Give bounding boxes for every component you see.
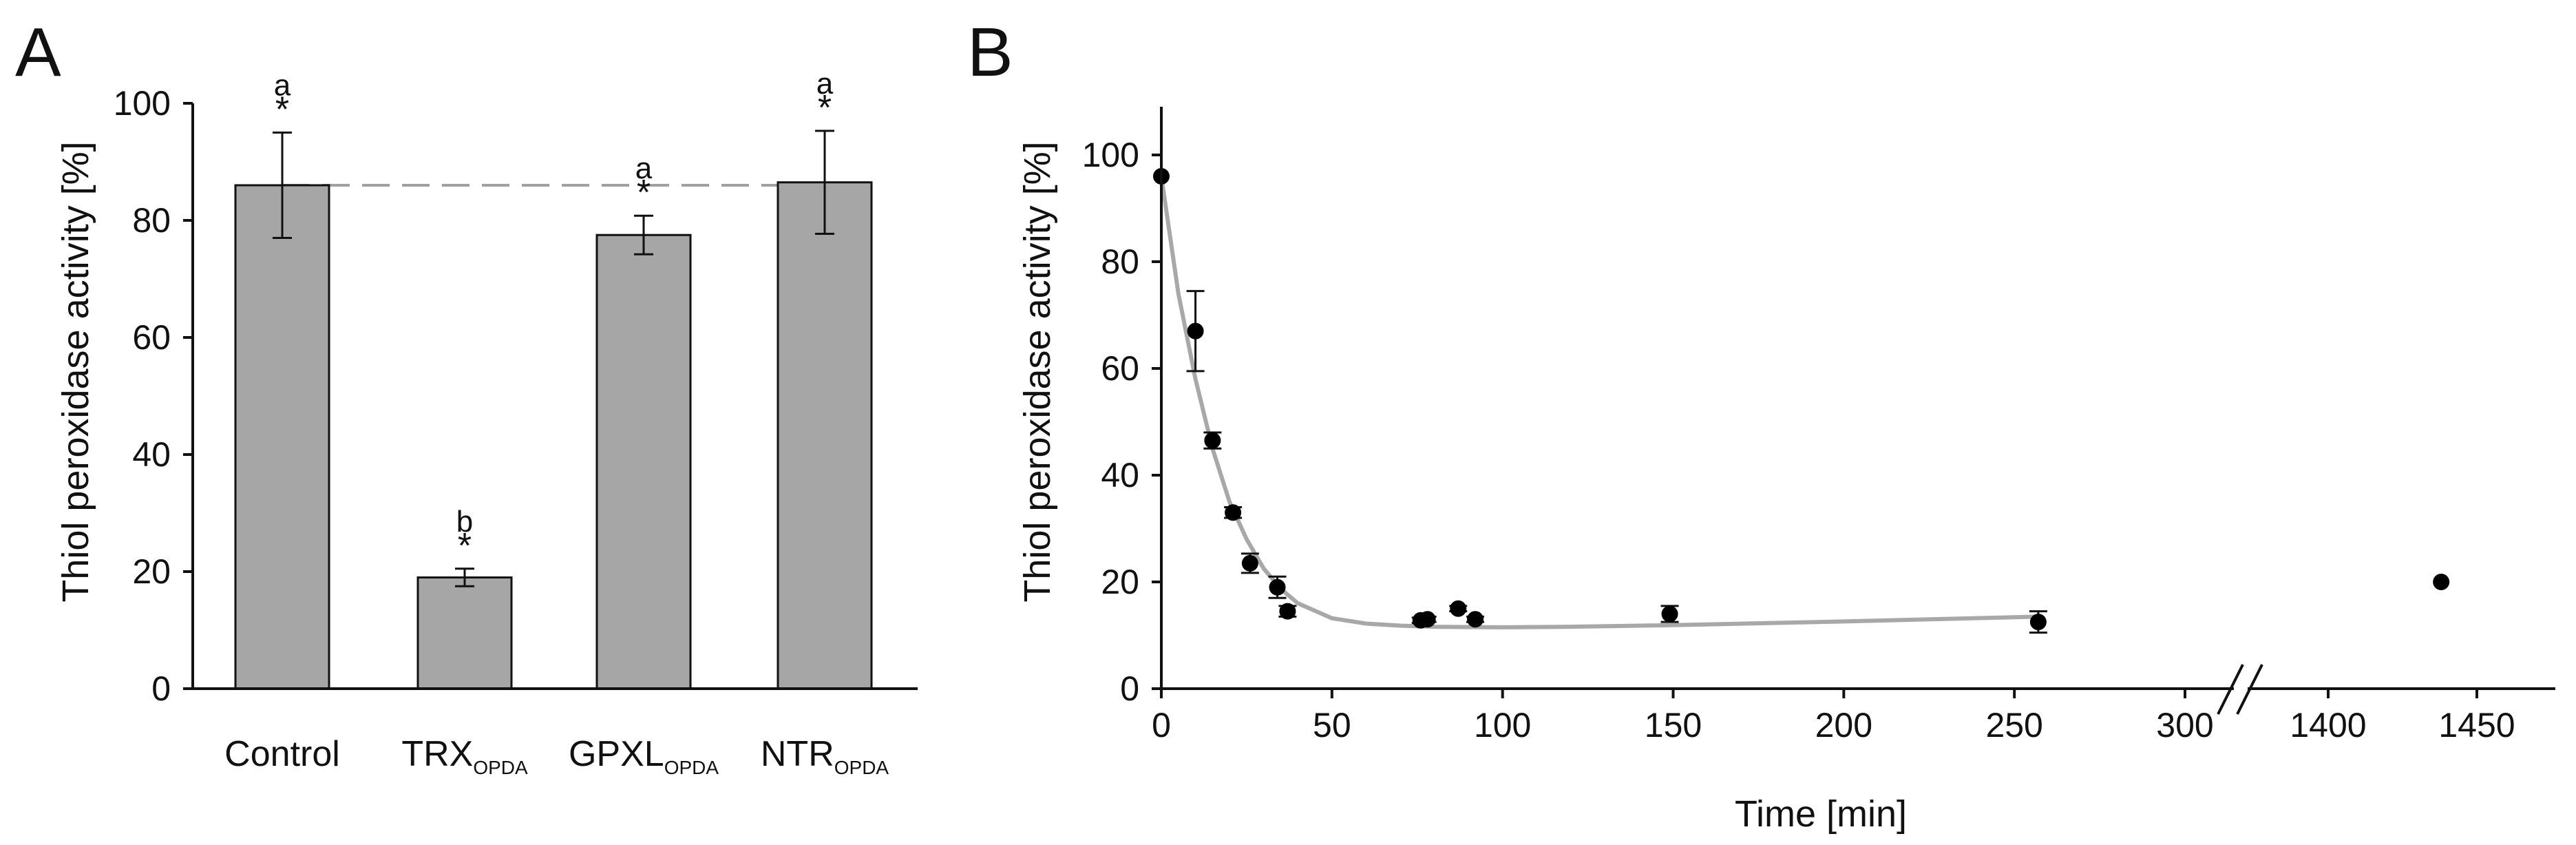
panel-b-data-point: [1241, 554, 1258, 572]
panel-a-y-tick-label: 80: [132, 201, 171, 240]
panel-a-significance-letter: a: [635, 152, 653, 185]
panel-a-y-tick-label: 60: [132, 318, 171, 357]
panel-a-y-axis-label: Thiol peroxidase activity [%]: [55, 141, 96, 602]
panel-b-y-axis-label: Thiol peroxidase activity [%]: [1017, 141, 1058, 602]
panel-b-x-tick-label: 1450: [2438, 706, 2515, 744]
panel-b-x-tick-label: 1400: [2290, 706, 2366, 744]
panel-b-data-point: [1450, 600, 1467, 617]
panel-b-x-tick-label: 200: [1815, 706, 1872, 744]
panel-a-error-bar: [273, 132, 292, 239]
panel-b-data-point: [1467, 611, 1484, 628]
panel-b-y-tick-label: 20: [1101, 563, 1139, 601]
panel-b-data-point: [1661, 605, 1678, 623]
panel-a-category-label: GPXLOPDA: [569, 734, 719, 778]
panel-a-significance-letter: a: [816, 67, 834, 101]
panel-b-y-tick-label: 60: [1101, 349, 1139, 388]
panel-label-a: A: [15, 14, 61, 91]
panel-a-asterisk: *: [637, 173, 651, 213]
panel-b-x-axis-label: Time [min]: [1735, 793, 1907, 835]
panel-b-y-tick-label: 40: [1101, 456, 1139, 494]
panel-b-data-point: [1279, 603, 1296, 620]
panel-b-data-point: [1419, 611, 1436, 628]
panel-a-y-tick-label: 100: [114, 84, 171, 123]
panel-a-y-tick-label: 40: [132, 435, 171, 474]
panel-a-error-bar: [455, 567, 474, 587]
panel-a-bar: [777, 181, 873, 690]
panel-a-category-label: NTROPDA: [761, 734, 889, 778]
panel-a-bar-chart: A Thiol peroxidase activity [%] *a*b*a*a…: [15, 14, 918, 778]
panel-b-scatter-chart: B Thiol peroxidase activity [%] Time [mi…: [967, 14, 2555, 835]
panel-a-bar: [416, 576, 513, 690]
panel-b-y-tick-label: 80: [1101, 242, 1139, 281]
panel-a-bar: [595, 233, 692, 690]
panel-a-error-bar: [634, 214, 653, 255]
panel-b-data-point: [2029, 614, 2047, 631]
axis-break-marker: [2217, 664, 2263, 715]
panel-b-data-point: [1187, 322, 1204, 340]
panel-a-significance-letter: a: [274, 69, 291, 103]
panel-a-category-label: Control: [224, 734, 340, 774]
panel-b-data-point: [2433, 574, 2450, 590]
panel-a-bar: [234, 184, 330, 690]
panel-a-category-label: TRXOPDA: [401, 734, 528, 778]
panel-b-data-point: [1225, 504, 1242, 521]
panel-a-y-tick-label: 20: [132, 552, 171, 591]
panel-a-axes: [191, 103, 918, 690]
panel-a-asterisk: *: [275, 90, 289, 130]
panel-label-b: B: [967, 14, 1013, 91]
panel-a-asterisk: *: [818, 88, 832, 128]
panel-b-fit-curve: [1159, 176, 2038, 629]
panel-b-x-tick-label: 300: [2156, 706, 2213, 744]
panel-a-error-bar: [815, 129, 834, 236]
panel-b-x-tick-label: 0: [1152, 706, 1171, 744]
panel-b-x-tick-label: 250: [1985, 706, 2042, 744]
panel-b-x-tick-label: 50: [1313, 706, 1351, 744]
panel-a-y-tick-label: 0: [151, 669, 171, 708]
panel-b-y-tick-label: 0: [1120, 669, 1139, 708]
panel-b-x-tick-label: 150: [1645, 706, 1702, 744]
panel-b-data-point: [1269, 578, 1286, 596]
panel-a-asterisk: *: [458, 526, 472, 566]
panel-b-x-tick-label: 100: [1474, 706, 1531, 744]
panel-a-significance-letter: b: [456, 505, 473, 539]
panel-b-data-point: [1204, 432, 1221, 449]
panel-b-y-tick-label: 100: [1082, 136, 1139, 174]
